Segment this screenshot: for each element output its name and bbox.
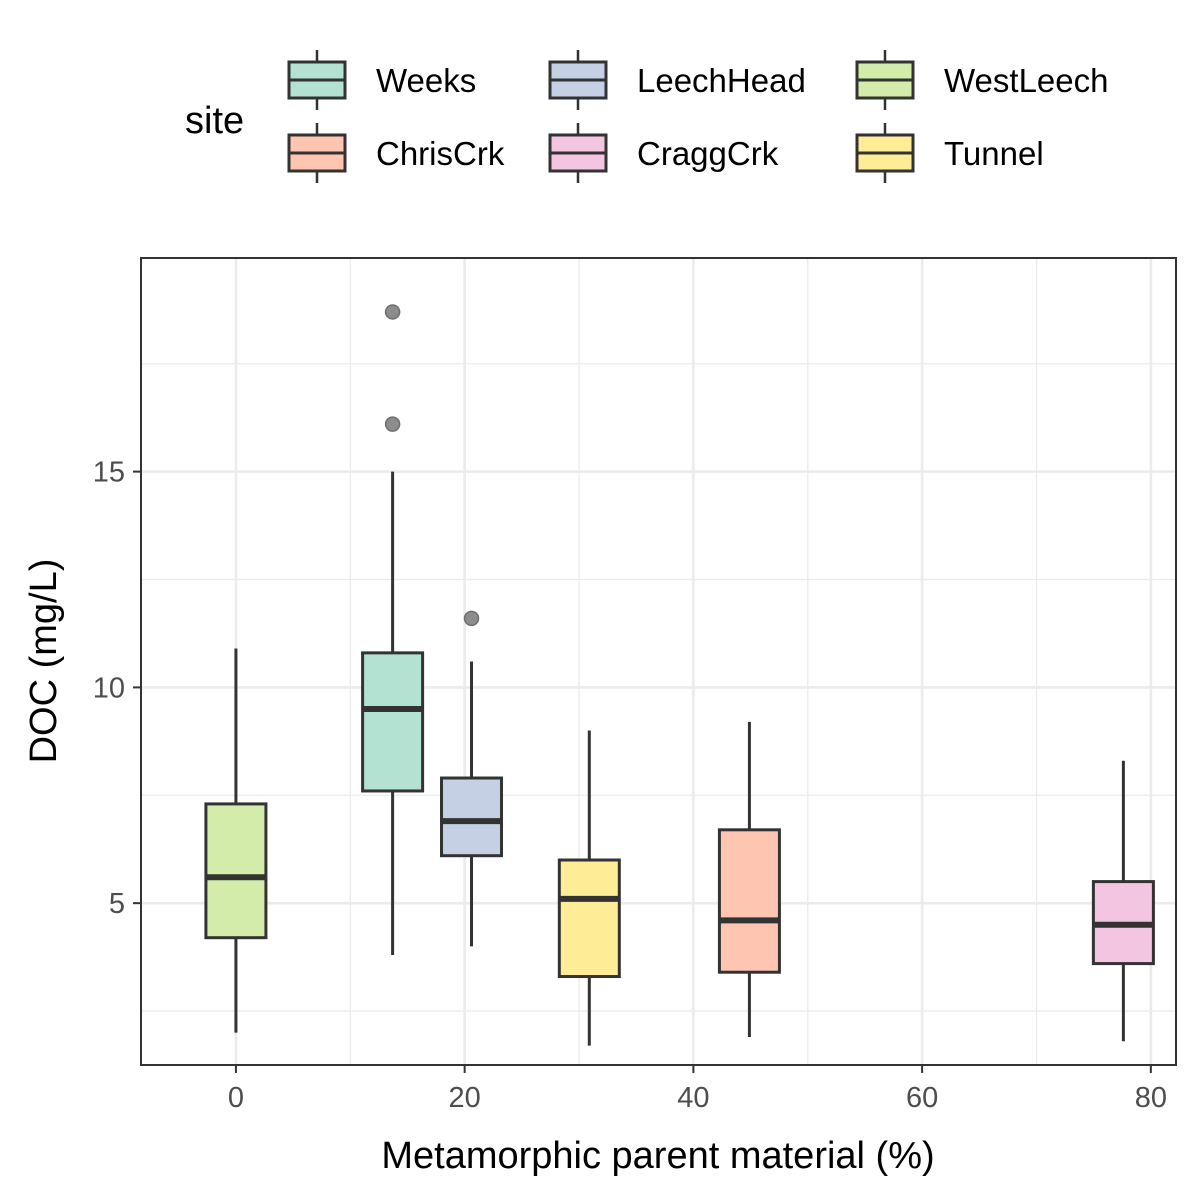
box-weeks bbox=[361, 304, 425, 955]
box-leechhead bbox=[440, 610, 504, 947]
panel-background bbox=[141, 258, 1176, 1065]
legend-item-leechhead: LeechHead bbox=[548, 50, 806, 110]
legend-key bbox=[548, 50, 608, 110]
x-tick-label: 80 bbox=[1135, 1082, 1167, 1114]
y-tick-label: 5 bbox=[109, 888, 125, 920]
box-body bbox=[361, 651, 425, 793]
box-craggcrk bbox=[1091, 760, 1155, 1042]
legend-label: Weeks bbox=[376, 62, 476, 99]
box-chriscrk bbox=[717, 721, 781, 1037]
legend-label: LeechHead bbox=[637, 62, 806, 99]
x-axis-title: Metamorphic parent material (%) bbox=[381, 1135, 934, 1177]
outlier-point bbox=[463, 610, 480, 627]
legend-label: CraggCrk bbox=[637, 135, 779, 172]
plot-area bbox=[140, 257, 1177, 1066]
x-tick-label: 60 bbox=[906, 1082, 938, 1114]
legend-key bbox=[548, 123, 608, 183]
legend-item-tunnel: Tunnel bbox=[855, 123, 1044, 183]
y-axis-title: DOC (mg/L) bbox=[23, 559, 65, 764]
legend-label: WestLeech bbox=[944, 62, 1108, 99]
legend-label: Tunnel bbox=[944, 135, 1044, 172]
legend-label: ChrisCrk bbox=[376, 135, 505, 172]
legend-key bbox=[855, 123, 915, 183]
legend-key bbox=[287, 50, 347, 110]
y-tick-label: 10 bbox=[93, 672, 125, 704]
x-axis: 0 20 40 60 80 bbox=[228, 1065, 1167, 1114]
box-tunnel bbox=[557, 730, 621, 1046]
x-tick-label: 40 bbox=[677, 1082, 709, 1114]
x-tick-label: 20 bbox=[449, 1082, 481, 1114]
legend-title: site bbox=[185, 100, 244, 142]
box-westleech bbox=[204, 648, 268, 1033]
legend-item-westleech: WestLeech bbox=[855, 50, 1108, 110]
box-series bbox=[204, 304, 1155, 1046]
legend: site Weeks LeechHead WestLeech ChrisCrk Crag… bbox=[185, 50, 1108, 183]
y-axis: 5 10 15 bbox=[93, 457, 141, 920]
outlier-point bbox=[384, 304, 401, 320]
legend-item-weeks: Weeks bbox=[287, 50, 476, 110]
box-body bbox=[440, 776, 504, 858]
legend-key bbox=[287, 123, 347, 183]
x-tick-label: 0 bbox=[228, 1082, 244, 1114]
legend-item-craggcrk: CraggCrk bbox=[548, 123, 779, 183]
legend-item-chriscrk: ChrisCrk bbox=[287, 123, 505, 183]
minor-gridlines bbox=[141, 258, 1176, 1065]
legend-key bbox=[855, 50, 915, 110]
y-tick-label: 15 bbox=[93, 457, 125, 489]
box-body bbox=[204, 802, 268, 940]
panel-border bbox=[140, 257, 1177, 1066]
outlier-point bbox=[384, 416, 401, 432]
box-body bbox=[717, 828, 781, 974]
box-body bbox=[557, 858, 621, 979]
